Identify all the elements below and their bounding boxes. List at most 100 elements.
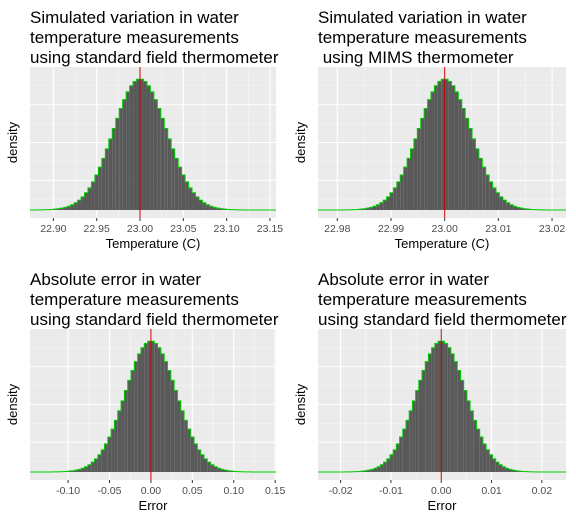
histogram-bar (460, 380, 464, 472)
histogram-bar (405, 420, 410, 472)
histogram-bar (393, 449, 397, 472)
histogram-bar (216, 208, 220, 210)
chart-title-line: temperature measurements (30, 28, 239, 47)
x-tick-label: 23.02 (539, 223, 565, 235)
histogram-bar (187, 429, 191, 472)
y-axis-label: density (293, 383, 308, 425)
histogram-bar (367, 470, 371, 472)
histogram-bar (101, 158, 106, 210)
histogram-bar (492, 187, 496, 210)
histogram-bar (495, 462, 499, 472)
histogram-bar (434, 85, 438, 210)
histogram-bar (473, 420, 477, 472)
histogram-bar (366, 208, 370, 210)
histogram-bar (203, 458, 208, 472)
chart-title-line: using standard field thermometer (30, 48, 279, 67)
chart-title-line: Absolute error in water (30, 270, 201, 289)
histogram-bar (372, 206, 377, 210)
x-tick-label: 22.95 (84, 223, 110, 235)
histogram-bar (67, 206, 71, 210)
histogram-bar (114, 420, 118, 472)
histogram-bar (476, 429, 480, 472)
histogram-bar (194, 443, 198, 472)
histogram-bar (502, 466, 506, 472)
histogram-bar (428, 353, 432, 472)
histogram-bar (143, 81, 147, 211)
histogram-bar (513, 206, 517, 210)
histogram-bar (74, 202, 78, 210)
histogram-bar (144, 343, 148, 472)
histogram-bar (479, 437, 483, 472)
histogram-bar (87, 464, 92, 472)
histogram-bar (180, 410, 185, 472)
histogram-bar (508, 469, 512, 472)
histogram-bar (383, 200, 387, 210)
histogram-bar (210, 464, 214, 472)
x-tick-label: 23.00 (127, 223, 153, 235)
histogram-bar (393, 187, 397, 210)
histogram-bar (150, 91, 154, 210)
histogram-bar (170, 380, 175, 472)
histogram-bar (465, 118, 469, 210)
histogram-bar (197, 449, 201, 472)
histogram-bar (98, 167, 102, 210)
histogram-bar (188, 187, 193, 210)
histogram-bars (342, 79, 548, 211)
histogram-bar (450, 353, 455, 472)
chart-title-line: Simulated variation in water (318, 8, 527, 27)
y-axis-label: density (5, 383, 20, 425)
histogram-bar (171, 148, 175, 210)
histogram-bar (431, 347, 435, 472)
histogram-bar (486, 449, 490, 472)
histogram-bar (129, 85, 134, 210)
histogram-bar (192, 192, 196, 210)
histogram-bar (174, 390, 178, 472)
x-tick-label: 0.05 (182, 485, 203, 497)
histogram-bar (437, 81, 442, 211)
histogram-bar (369, 207, 373, 210)
histogram-bar (91, 462, 95, 472)
histogram-bar (448, 81, 452, 211)
histogram-bar (506, 202, 510, 210)
histogram-bar (434, 343, 439, 472)
histogram-bar (126, 91, 130, 210)
histogram-bar (160, 353, 165, 472)
histogram-bar (178, 167, 182, 210)
x-tick-label: 23.15 (257, 223, 283, 235)
histogram-bar (399, 437, 403, 472)
histogram-bar (420, 118, 425, 210)
histogram-bar (164, 128, 168, 210)
histogram-bar (380, 464, 384, 472)
histogram-bar (463, 390, 467, 472)
histogram-bar (119, 108, 123, 210)
chart-title: Simulated variation in water temperature … (318, 8, 527, 67)
histogram-bar (164, 361, 168, 472)
chart-panel-4: Absolute error in water temperature measu… (293, 270, 567, 513)
histogram-bar (97, 454, 102, 472)
histogram-bar (478, 158, 483, 210)
histogram-bar (108, 138, 113, 210)
histogram-bar (146, 85, 151, 210)
histogram-bar (71, 470, 75, 472)
histogram-bar (134, 361, 138, 472)
histogram-bar (425, 361, 429, 472)
histogram-bar (56, 208, 61, 210)
histogram-bar (364, 470, 368, 472)
histogram-bar (466, 400, 471, 472)
chart-title: Simulated variation in water temperature … (30, 8, 279, 67)
histogram-bar (124, 390, 128, 472)
histogram-bar (389, 454, 394, 472)
histogram-bar (212, 207, 217, 210)
histogram-bar (140, 79, 144, 210)
histogram-bar (441, 79, 445, 210)
histogram-bar (386, 458, 390, 472)
histogram-bar (177, 400, 181, 472)
histogram-bar (412, 400, 416, 472)
histogram-bar (213, 466, 218, 472)
histogram-bar (431, 91, 435, 210)
histogram-bar (409, 410, 413, 472)
histogram-bar (101, 449, 105, 472)
histogram-bar (91, 181, 95, 210)
histogram-bar (154, 343, 158, 472)
histogram-bar (77, 200, 82, 210)
